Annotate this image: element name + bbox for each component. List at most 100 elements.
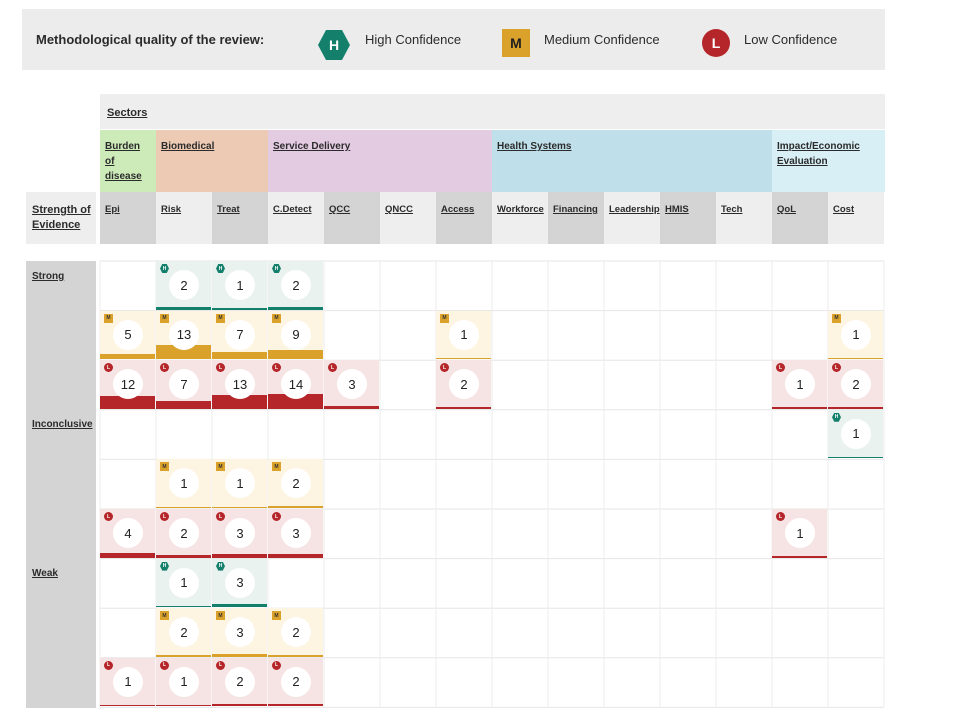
column-header-cell <box>772 192 828 244</box>
low-confidence-circle-icon: L <box>702 29 730 57</box>
low-confidence-icon: L <box>104 363 113 373</box>
column-header-cell <box>100 192 156 244</box>
column-header-cell <box>380 192 436 244</box>
evidence-count-bar <box>772 407 827 409</box>
evidence-count: 2 <box>841 369 871 400</box>
evidence-count: 13 <box>169 319 199 350</box>
column-header-cost: Cost <box>833 204 855 215</box>
evidence-count: 1 <box>169 567 199 598</box>
evidence-count: 1 <box>449 319 479 350</box>
high-confidence-icon: H <box>272 264 281 273</box>
legend-panel: Methodological quality of the review: H … <box>22 9 885 70</box>
evidence-count-bar <box>212 351 267 360</box>
medium-confidence-icon: M <box>216 462 225 472</box>
medium-confidence-square-icon: M <box>502 29 530 57</box>
evidence-count-bar <box>156 654 211 657</box>
medium-confidence-icon: M <box>104 313 113 323</box>
evidence-count: 3 <box>225 617 255 648</box>
evidence-count-bar <box>100 553 155 558</box>
sector-band-service-delivery <box>268 130 492 192</box>
column-header-cell <box>660 192 716 244</box>
column-header-cell <box>716 192 772 244</box>
low-confidence-icon: L <box>160 363 169 373</box>
sectors-header <box>100 94 885 129</box>
evidence-count-bar <box>212 394 267 409</box>
evidence-count-bar <box>212 603 267 608</box>
strength-column <box>26 261 96 708</box>
evidence-count-bar <box>100 395 155 409</box>
evidence-count-bar <box>100 704 155 707</box>
medium-confidence-icon: M <box>216 313 225 323</box>
evidence-count: 2 <box>169 518 199 548</box>
evidence-count-bar <box>212 554 267 558</box>
evidence-count: 1 <box>225 270 255 300</box>
evidence-count-bar <box>268 704 323 707</box>
evidence-count: 1 <box>169 666 199 697</box>
low-confidence-icon: L <box>216 660 225 670</box>
evidence-count: 2 <box>169 617 199 648</box>
sector-label-burden: Burden of disease <box>105 141 142 182</box>
evidence-count-bar <box>268 654 323 657</box>
high-confidence-icon: H <box>160 561 169 571</box>
evidence-count-bar <box>324 405 379 409</box>
evidence-count: 2 <box>281 666 311 697</box>
evidence-count-bar <box>212 653 267 657</box>
evidence-count-bar <box>268 349 323 360</box>
evidence-count: 14 <box>281 369 311 400</box>
evidence-count-bar <box>828 357 883 360</box>
legend-title: Methodological quality of the review: <box>36 32 265 47</box>
evidence-count-bar <box>268 554 323 558</box>
medium-confidence-icon: M <box>832 313 841 323</box>
evidence-count: 3 <box>225 567 255 598</box>
low-confidence-icon: L <box>216 363 225 373</box>
column-header-qcc: QCC <box>329 204 351 215</box>
legend-label-low: Low Confidence <box>744 32 838 47</box>
evidence-count: 7 <box>169 369 199 400</box>
evidence-count-bar <box>828 456 883 459</box>
evidence-count-bar <box>156 605 211 608</box>
low-confidence-icon: L <box>216 512 225 521</box>
sector-band-biomedical <box>156 130 268 192</box>
strength-label-weak: Weak <box>32 568 58 579</box>
evidence-count-bar <box>436 406 491 409</box>
column-header-financing: Financing <box>553 204 598 215</box>
medium-confidence-icon: M <box>272 462 281 472</box>
column-header-qol: QoL <box>777 204 796 215</box>
legend-label-high: High Confidence <box>365 32 462 47</box>
evidence-count-bar <box>156 401 211 409</box>
sector-band-impact <box>772 130 885 192</box>
medium-confidence-icon: M <box>160 611 169 621</box>
high-confidence-hexagon-icon: H <box>318 30 350 60</box>
strength-label-strong: Strong <box>32 271 65 282</box>
evidence-count-bar <box>268 307 323 310</box>
evidence-count-bar <box>212 506 267 508</box>
evidence-count: 12 <box>113 369 143 400</box>
medium-confidence-icon: M <box>272 611 281 621</box>
column-header-treat: Treat <box>217 204 240 215</box>
evidence-count: 4 <box>113 518 143 548</box>
low-confidence-icon: L <box>440 363 449 373</box>
column-header-cell <box>212 192 268 244</box>
evidence-count: 5 <box>113 319 143 350</box>
evidence-count: 1 <box>225 468 255 499</box>
evidence-count: 1 <box>785 518 815 548</box>
column-header-access: Access <box>441 204 475 215</box>
sector-label-impact: Impact/Economic Evaluation <box>777 141 860 167</box>
high-confidence-icon: H <box>216 264 225 273</box>
legend-label-medium: Medium Confidence <box>544 32 660 47</box>
evidence-count-bar <box>156 704 211 707</box>
evidence-count: 1 <box>113 666 143 697</box>
low-confidence-icon: L <box>104 660 113 670</box>
evidence-count: 13 <box>225 369 255 400</box>
evidence-count: 3 <box>225 518 255 548</box>
column-header-risk: Risk <box>161 204 182 215</box>
row-header-label: Strength of Evidence <box>32 204 91 231</box>
column-header-cdetect: C.Detect <box>273 204 312 215</box>
low-confidence-icon: L <box>776 363 785 373</box>
evidence-count-bar <box>156 555 211 558</box>
sector-band-health-systems <box>492 130 772 192</box>
medium-confidence-icon: M <box>216 611 225 621</box>
high-confidence-icon: H <box>216 561 225 571</box>
low-confidence-icon: L <box>272 363 281 373</box>
evidence-count-bar <box>268 393 323 409</box>
